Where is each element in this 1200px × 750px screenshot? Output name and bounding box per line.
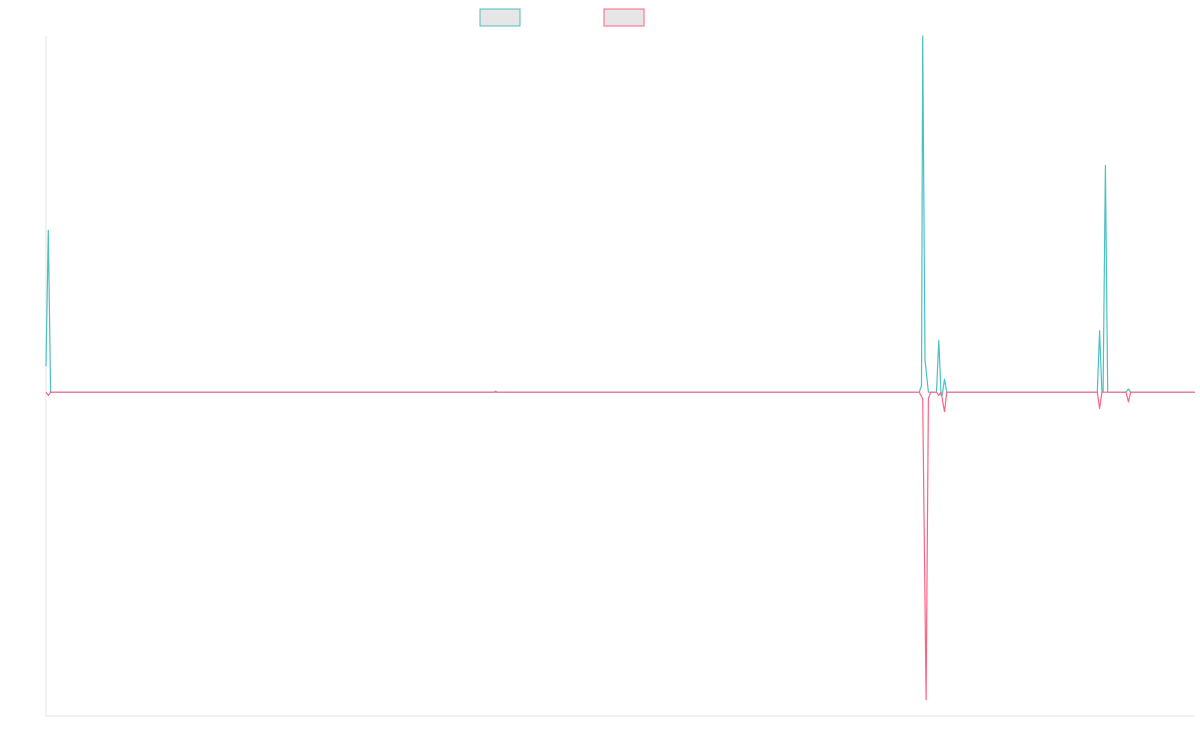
legend-swatch-1[interactable] bbox=[479, 8, 521, 27]
legend[interactable] bbox=[479, 8, 645, 27]
series-line-2 bbox=[45, 391, 1195, 701]
series-line-1 bbox=[45, 35, 1195, 396]
series-layer bbox=[45, 35, 1195, 701]
legend-swatch-2[interactable] bbox=[603, 8, 645, 27]
